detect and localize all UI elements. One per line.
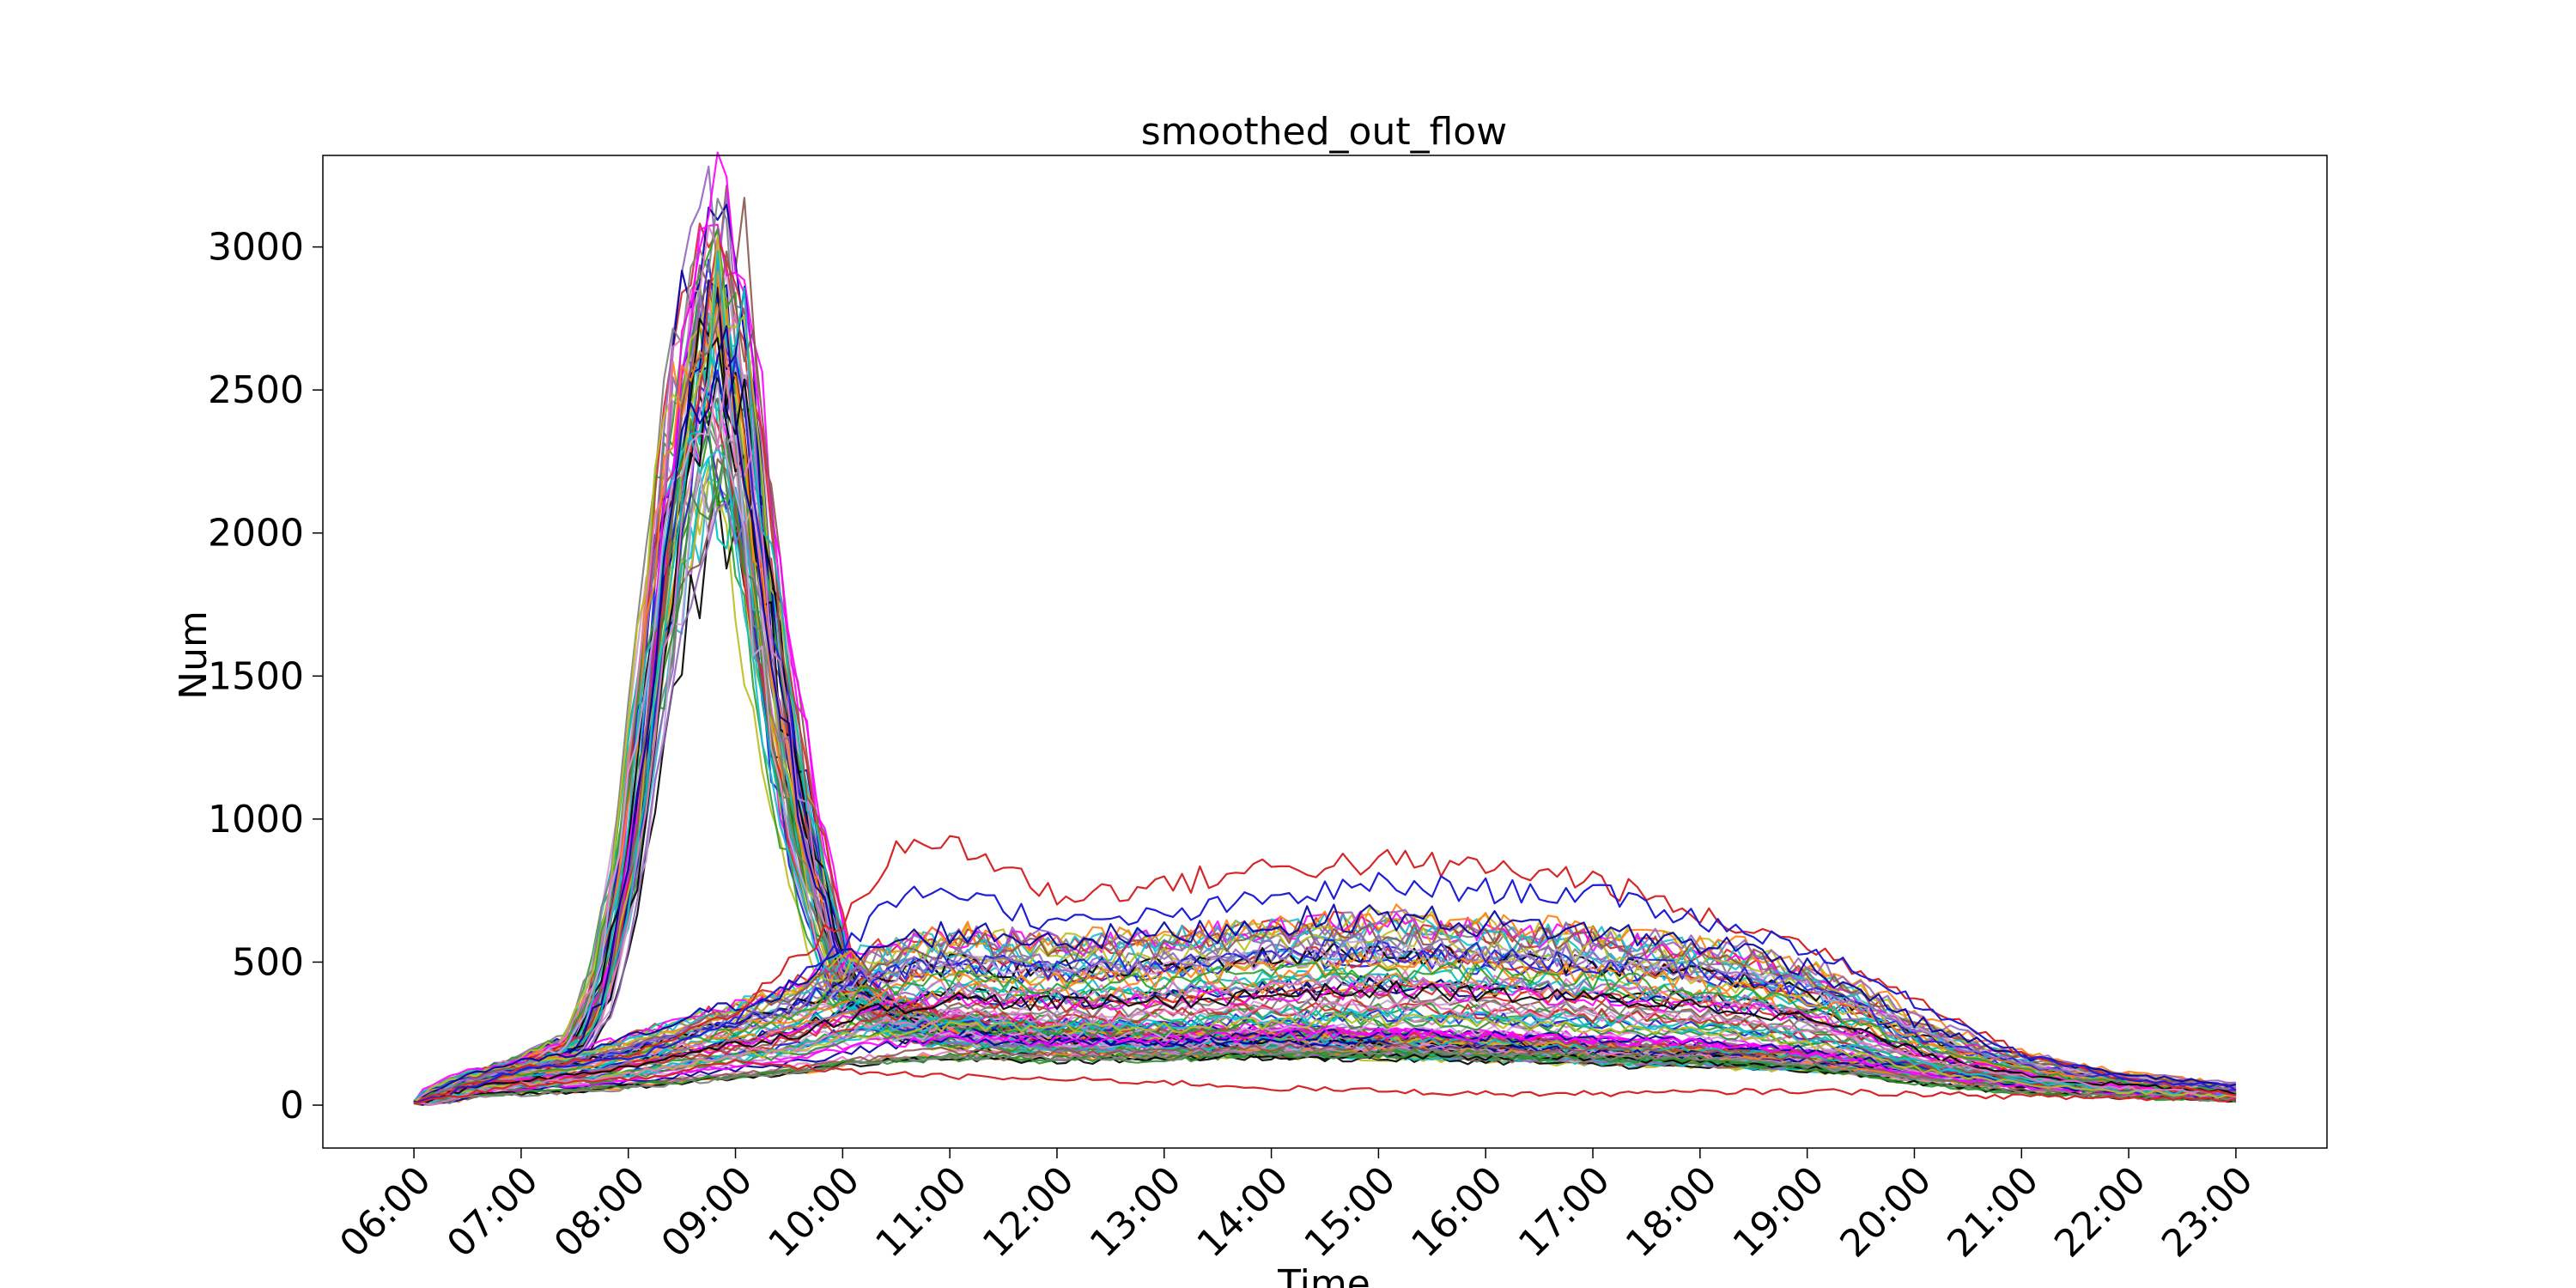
x-tick-label: 14:00 [1189, 1158, 1297, 1267]
y-tick-label: 1500 [208, 654, 304, 698]
x-tick-label: 18:00 [1618, 1158, 1726, 1267]
y-tick-label: 0 [280, 1084, 304, 1127]
x-tick-label: 23:00 [2154, 1158, 2262, 1267]
series-line [414, 920, 2236, 1103]
y-tick-label: 1000 [208, 798, 304, 841]
series-line [413, 371, 2237, 1107]
x-tick-label: 11:00 [867, 1158, 975, 1267]
plot-frame [322, 155, 2328, 1149]
x-tick-label: 12:00 [975, 1158, 1083, 1267]
y-tick-label: 3000 [208, 226, 304, 270]
series-line [413, 903, 2236, 1104]
series-line [414, 279, 2237, 1103]
x-tick-label: 06:00 [331, 1158, 440, 1267]
y-axis: 0 500 1000 1500 2000 2500 3000 [208, 226, 323, 1127]
series-line [414, 1048, 2237, 1103]
x-tick-label: 10:00 [760, 1158, 868, 1267]
series-line [413, 835, 2237, 1105]
x-tick-label: 09:00 [653, 1158, 762, 1267]
x-tick-label: 15:00 [1296, 1158, 1404, 1267]
series-line [413, 903, 2237, 1104]
x-axis-label: Time [1277, 1262, 1370, 1288]
series-line [413, 1059, 2237, 1105]
y-tick-label: 2500 [208, 368, 304, 412]
y-tick-label: 2000 [208, 512, 304, 556]
x-tick-label: 08:00 [546, 1158, 654, 1267]
series-line [414, 490, 2237, 1105]
series-line [413, 963, 2236, 1106]
x-axis: 06:00 07:00 08:00 09:00 10:00 11:00 12:00 13:00… [331, 1148, 2262, 1266]
series-line [413, 981, 2236, 1106]
x-tick-label: 22:00 [2046, 1158, 2154, 1267]
series-line [413, 276, 2237, 1105]
series-line [413, 980, 2237, 1106]
x-tick-label: 13:00 [1082, 1158, 1190, 1267]
series-layer [413, 151, 2237, 1107]
series-line [414, 1047, 2237, 1105]
x-tick-label: 19:00 [1725, 1158, 1833, 1267]
series-line [413, 939, 2236, 1104]
x-tick-label: 16:00 [1403, 1158, 1511, 1267]
chart-title: smoothed_out_flow [1141, 110, 1507, 154]
series-line [413, 872, 2237, 1105]
y-tick-label: 500 [232, 940, 304, 984]
x-tick-label: 07:00 [439, 1158, 547, 1267]
series-line [413, 962, 2237, 1105]
y-axis-label: Num [172, 611, 216, 700]
x-tick-label: 17:00 [1510, 1158, 1619, 1267]
x-tick-label: 20:00 [1832, 1158, 1941, 1267]
series-line [413, 952, 2236, 1105]
series-line [413, 1009, 2236, 1106]
series-line [413, 999, 2237, 1106]
x-tick-label: 21:00 [1939, 1158, 2047, 1267]
series-line [413, 1028, 2237, 1104]
